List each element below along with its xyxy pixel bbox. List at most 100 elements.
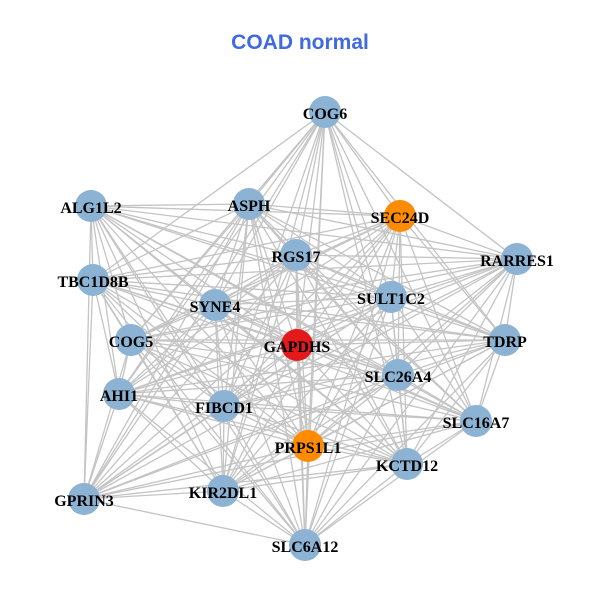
- node-COG5: [115, 324, 147, 356]
- node-RARRES1: [501, 243, 533, 275]
- edge-ALG1L2-SULT1C2: [90, 205, 392, 298]
- edge-KIR2DL1-GPRIN3: [83, 490, 224, 500]
- edge-PRPS1L1-KCTD12: [307, 445, 408, 465]
- edge-ALG1L2-ASPH: [90, 203, 250, 207]
- edge-FIBCD1-SLC16A7: [223, 405, 477, 422]
- edge-COG6-TBC1D8B: [92, 111, 326, 281]
- edge-RARRES1-TBC1D8B: [92, 258, 518, 281]
- edge-RGS17-TBC1D8B: [92, 254, 297, 281]
- node-SYNE4: [199, 289, 231, 321]
- edge-TBC1D8B-TDRP: [92, 279, 506, 341]
- node-label-ALG1L2: ALG1L2: [60, 200, 121, 217]
- edge-RARRES1-SULT1C2: [390, 258, 518, 298]
- edge-COG6-SLC6A12: [304, 111, 326, 546]
- edge-ALG1L2-SLC6A12: [90, 205, 306, 546]
- edge-COG5-SLC16A7: [130, 339, 477, 422]
- edge-ASPH-TBC1D8B: [92, 203, 250, 281]
- plot-title: COAD normal: [231, 31, 369, 54]
- edge-RGS17-SLC16A7: [295, 254, 477, 422]
- edge-RGS17-SLC26A4: [295, 254, 399, 376]
- edge-SLC26A4-AHI1: [118, 374, 399, 395]
- node-PRPS1L1: [292, 430, 324, 462]
- edge-RARRES1-KIR2DL1: [222, 258, 518, 492]
- edge-GAPDHS-PRPS1L1: [296, 344, 309, 447]
- edge-SLC16A7-PRPS1L1: [307, 420, 477, 447]
- node-label-COG6: COG6: [303, 106, 347, 123]
- node-label-SYNE4: SYNE4: [190, 299, 241, 316]
- edge-SLC26A4-FIBCD1: [223, 374, 399, 407]
- edge-COG5-FIBCD1: [130, 339, 225, 407]
- edge-TBC1D8B-AHI1: [92, 279, 120, 395]
- edge-COG6-TDRP: [324, 111, 506, 341]
- edge-KCTD12-GPRIN3: [83, 463, 408, 500]
- edge-AHI1-KCTD12: [118, 393, 408, 465]
- node-label-AHI1: AHI1: [100, 388, 138, 405]
- node-label-SEC24D: SEC24D: [371, 210, 430, 227]
- edge-SLC26A4-GPRIN3: [83, 374, 399, 500]
- edge-SEC24D-TBC1D8B: [92, 215, 401, 281]
- edge-SLC16A7-GPRIN3: [83, 420, 477, 500]
- edge-SULT1C2-PRPS1L1: [307, 296, 392, 447]
- edge-TBC1D8B-KCTD12: [92, 279, 408, 465]
- edge-RARRES1-SYNE4: [214, 258, 518, 306]
- node-KIR2DL1: [207, 475, 239, 507]
- edge-SYNE4-FIBCD1: [214, 304, 225, 407]
- edge-SYNE4-SLC6A12: [214, 304, 306, 546]
- edge-ASPH-KCTD12: [248, 203, 408, 465]
- edge-TBC1D8B-SULT1C2: [92, 279, 392, 298]
- node-label-RGS17: RGS17: [272, 249, 321, 266]
- edge-SYNE4-AHI1: [118, 304, 216, 395]
- edge-KIR2DL1-SLC6A12: [222, 490, 306, 546]
- node-label-ASPH: ASPH: [228, 198, 271, 215]
- edge-RGS17-GPRIN3: [83, 254, 297, 500]
- edge-TDRP-SLC26A4: [397, 339, 506, 376]
- edge-RARRES1-GAPDHS: [296, 258, 518, 346]
- edge-AHI1-PRPS1L1: [118, 393, 309, 447]
- edge-GAPDHS-GPRIN3: [83, 344, 298, 500]
- edge-SLC26A4-SLC6A12: [304, 374, 399, 546]
- edge-KCTD12-KIR2DL1: [222, 463, 408, 492]
- node-SULT1C2: [375, 281, 407, 313]
- edge-RARRES1-KCTD12: [406, 258, 518, 465]
- edge-ASPH-FIBCD1: [223, 203, 250, 407]
- edge-SEC24D-SLC16A7: [399, 215, 477, 422]
- edge-SEC24D-GPRIN3: [83, 215, 401, 500]
- edge-SEC24D-RGS17: [295, 215, 401, 256]
- edge-PRPS1L1-KIR2DL1: [222, 445, 309, 492]
- edge-ALG1L2-COG5: [90, 205, 132, 341]
- node-SLC26A4: [382, 359, 414, 391]
- edge-PRPS1L1-SLC6A12: [304, 445, 309, 546]
- edge-COG6-RARRES1: [324, 111, 518, 260]
- edge-COG5-GAPDHS: [130, 339, 298, 346]
- edge-PRPS1L1-GPRIN3: [83, 445, 309, 500]
- edge-RGS17-FIBCD1: [223, 254, 297, 407]
- node-label-FIBCD1: FIBCD1: [195, 400, 253, 417]
- node-FIBCD1: [208, 390, 240, 422]
- edge-AHI1-SLC16A7: [118, 393, 477, 422]
- edge-AHI1-GPRIN3: [83, 393, 120, 500]
- node-label-PRPS1L1: PRPS1L1: [275, 440, 342, 457]
- edge-SLC26A4-PRPS1L1: [307, 374, 399, 447]
- edge-SYNE4-SLC16A7: [214, 304, 477, 422]
- node-label-KIR2DL1: KIR2DL1: [189, 485, 257, 502]
- node-label-TBC1D8B: TBC1D8B: [57, 274, 128, 291]
- edge-COG5-GPRIN3: [83, 339, 132, 500]
- edge-COG5-SLC6A12: [130, 339, 306, 546]
- edge-KCTD12-SLC6A12: [304, 463, 408, 546]
- edge-COG6-GAPDHS: [296, 111, 326, 346]
- edge-ALG1L2-TDRP: [90, 205, 506, 341]
- node-label-RARRES1: RARRES1: [480, 253, 554, 270]
- edge-TBC1D8B-GPRIN3: [83, 279, 94, 500]
- edge-COG6-FIBCD1: [223, 111, 326, 407]
- edge-AHI1-FIBCD1: [118, 393, 225, 407]
- edge-TDRP-AHI1: [118, 339, 506, 395]
- node-RGS17: [280, 239, 312, 271]
- node-SLC16A7: [460, 405, 492, 437]
- edge-ALG1L2-KIR2DL1: [90, 205, 224, 492]
- edge-RGS17-RARRES1: [295, 254, 518, 260]
- edge-SULT1C2-SYNE4: [214, 296, 392, 306]
- edge-GAPDHS-KCTD12: [296, 344, 408, 465]
- edge-SULT1C2-SLC6A12: [304, 296, 392, 546]
